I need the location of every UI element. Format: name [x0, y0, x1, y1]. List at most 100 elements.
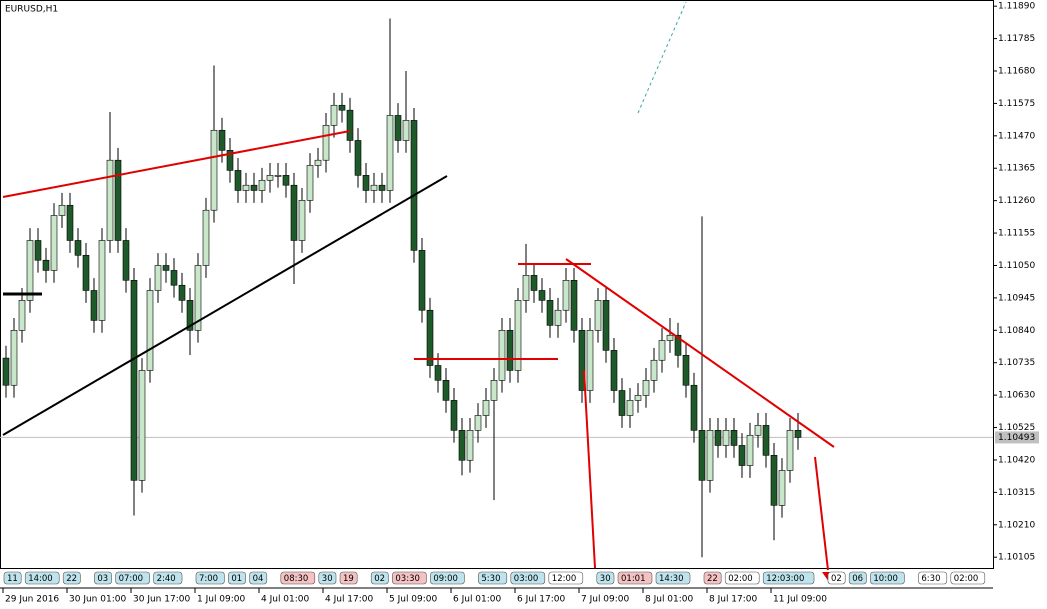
- event-bar: 11 14:00 22 03 07:00 2:40 7:00 01 04 08:30 30 19 02 0…: [3, 571, 986, 585]
- candle-body: [370, 184, 378, 191]
- candle-body: [658, 340, 666, 361]
- candle-body: [298, 200, 306, 241]
- event-tag: [249, 571, 268, 585]
- candle-body: [162, 265, 170, 271]
- candle-body: [602, 300, 610, 351]
- candle-body: [154, 265, 162, 291]
- y-tick-label: 1.11365: [998, 164, 1035, 174]
- event-tag: [510, 571, 546, 585]
- trend-line: [2, 130, 351, 198]
- y-tick-label: 1.10105: [998, 553, 1035, 563]
- candle-body: [106, 159, 114, 241]
- candle-body: [122, 240, 130, 281]
- candle-body: [362, 175, 370, 191]
- candle-body: [282, 175, 290, 186]
- event-tag: [94, 571, 112, 585]
- event-tag-label: 12:03:00: [766, 574, 804, 584]
- event-tag: [228, 571, 246, 585]
- y-tick-label: 1.10735: [998, 358, 1035, 368]
- event-tag-label: 30: [600, 574, 611, 584]
- y-tick-label: 1.11470: [998, 131, 1035, 141]
- event-tag: [3, 571, 22, 585]
- event-tag: [339, 571, 358, 585]
- event-tag: [430, 571, 465, 585]
- candle-body: [754, 425, 762, 436]
- trend-line: [2, 175, 448, 436]
- candle-body: [98, 240, 106, 321]
- candle-body: [82, 254, 90, 291]
- candle-body: [346, 109, 354, 141]
- drawn-objects: [2, 1, 835, 582]
- event-tag-label: 03: [97, 574, 108, 584]
- candle-body: [586, 330, 594, 391]
- event-tag-label: 22: [707, 574, 718, 584]
- event-tag: [392, 571, 427, 585]
- candle-body: [730, 430, 738, 446]
- x-tick-label: 30 Jun 01:00: [69, 595, 126, 605]
- candle-body: [794, 430, 802, 438]
- candle-body: [698, 430, 706, 481]
- candle-body: [218, 129, 226, 151]
- event-tag-label: 14:30: [659, 574, 684, 584]
- event-tag-label: 02:00: [954, 574, 979, 584]
- candle-body: [354, 140, 362, 176]
- event-tag: [548, 571, 584, 585]
- candle-body: [474, 415, 482, 431]
- event-tag-label: 07:00: [119, 574, 144, 584]
- candle-body: [10, 330, 18, 386]
- price-tag: [995, 431, 1039, 444]
- candle-body: [402, 120, 410, 141]
- candle-body: [778, 470, 786, 506]
- y-tick-label: 1.10525: [998, 423, 1035, 433]
- candle-body: [258, 179, 266, 191]
- y-tick-label: 1.11050: [998, 261, 1035, 271]
- candle-body: [250, 184, 258, 191]
- event-tag: [827, 571, 846, 585]
- x-tick-label: 4 Jul 17:00: [325, 595, 374, 605]
- event-tag: [370, 571, 389, 585]
- y-tick-label: 1.11890: [998, 2, 1035, 12]
- candle-body: [314, 159, 322, 166]
- candle-body: [538, 290, 546, 301]
- event-tag-label: 01:01: [621, 574, 646, 584]
- candle-body: [514, 300, 522, 371]
- candle-body: [386, 115, 394, 191]
- candle-body: [450, 400, 458, 431]
- candle-body: [138, 370, 146, 481]
- candle-body: [58, 204, 66, 216]
- candle-body: [42, 259, 50, 271]
- trend-line: [565, 258, 835, 448]
- candle-body: [434, 365, 442, 381]
- candle-body: [762, 425, 770, 456]
- x-tick-label: 4 Jul 01:00: [261, 595, 310, 605]
- event-tag-label: 30: [322, 574, 333, 584]
- candle-body: [442, 380, 450, 401]
- candle-body: [642, 380, 650, 396]
- x-tick-label: 6 Jul 17:00: [517, 595, 566, 605]
- candle-body: [242, 184, 250, 191]
- candle-body: [170, 270, 178, 286]
- plot-frame: [0, 0, 994, 569]
- event-tag: [153, 571, 183, 585]
- candle-body: [650, 359, 658, 381]
- candle-body: [90, 290, 98, 321]
- event-tag: [918, 571, 948, 585]
- event-tag: [655, 571, 691, 585]
- event-tag-label: 5:30: [481, 574, 500, 584]
- candle-body: [498, 330, 506, 381]
- price-tag-label: 1.10493: [998, 433, 1035, 443]
- y-tick-label: 1.11155: [998, 229, 1035, 239]
- projection-line: [583, 369, 596, 569]
- event-tag-label: 6:30: [921, 574, 940, 584]
- event-tag: [848, 571, 867, 585]
- candle-body: [786, 430, 794, 471]
- event-tag-label: 03:00: [514, 574, 539, 584]
- event-tag-label: 2:40: [157, 574, 176, 584]
- candle-body: [226, 150, 234, 171]
- x-tick-label: 1 Jul 09:00: [197, 595, 246, 605]
- candle-body: [674, 334, 682, 356]
- candle-body: [570, 279, 578, 331]
- chart-title: EURUSD,H1: [5, 5, 58, 15]
